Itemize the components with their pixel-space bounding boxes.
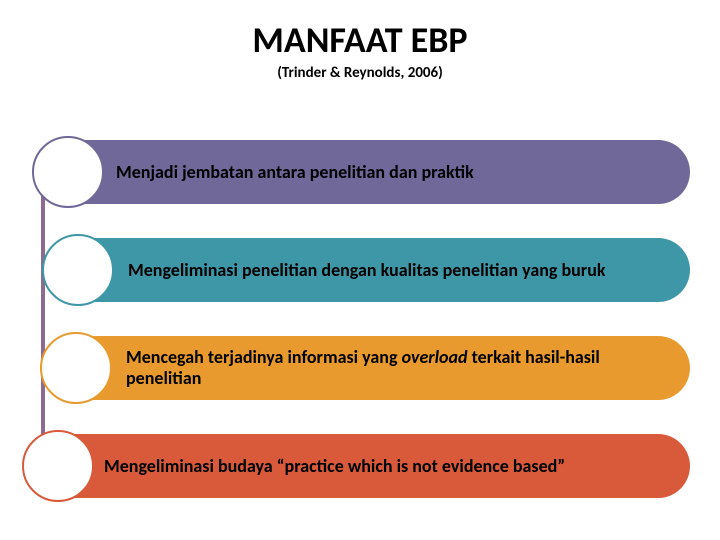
slide-title: MANFAAT EBP	[0, 18, 720, 62]
list-item: Mengeliminasi budaya “practice which is …	[0, 434, 720, 498]
item-bar-1: Mengeliminasi penelitian dengan kualitas…	[80, 238, 690, 302]
item-bar-2: Mencegah terjadinya informasi yang overl…	[78, 336, 690, 400]
item-bar-3: Mengeliminasi budaya “practice which is …	[60, 434, 690, 498]
benefit-list: Menjadi jembatan antara penelitian dan p…	[0, 140, 720, 532]
item-text-2-italic: overload	[402, 346, 468, 368]
item-text-0: Menjadi jembatan antara penelitian dan p…	[116, 162, 474, 183]
item-circle-3	[22, 430, 94, 502]
item-bar-0: Menjadi jembatan antara penelitian dan p…	[70, 140, 690, 204]
item-circle-1	[42, 234, 114, 306]
slide: MANFAAT EBP (Trinder & Reynolds, 2006) M…	[0, 0, 720, 540]
list-item: Menjadi jembatan antara penelitian dan p…	[0, 140, 720, 204]
item-text-3: Mengeliminasi budaya “practice which is …	[104, 456, 565, 477]
item-text-2: Mencegah terjadinya informasi yang overl…	[126, 347, 670, 388]
item-circle-0	[32, 136, 104, 208]
list-item: Mengeliminasi penelitian dengan kualitas…	[0, 238, 720, 302]
item-text-1: Mengeliminasi penelitian dengan kualitas…	[128, 260, 606, 281]
list-item: Mencegah terjadinya informasi yang overl…	[0, 336, 720, 400]
slide-subtitle: (Trinder & Reynolds, 2006)	[0, 64, 720, 82]
item-circle-2	[40, 332, 112, 404]
item-text-2-pre: Mencegah terjadinya informasi yang	[126, 346, 402, 368]
